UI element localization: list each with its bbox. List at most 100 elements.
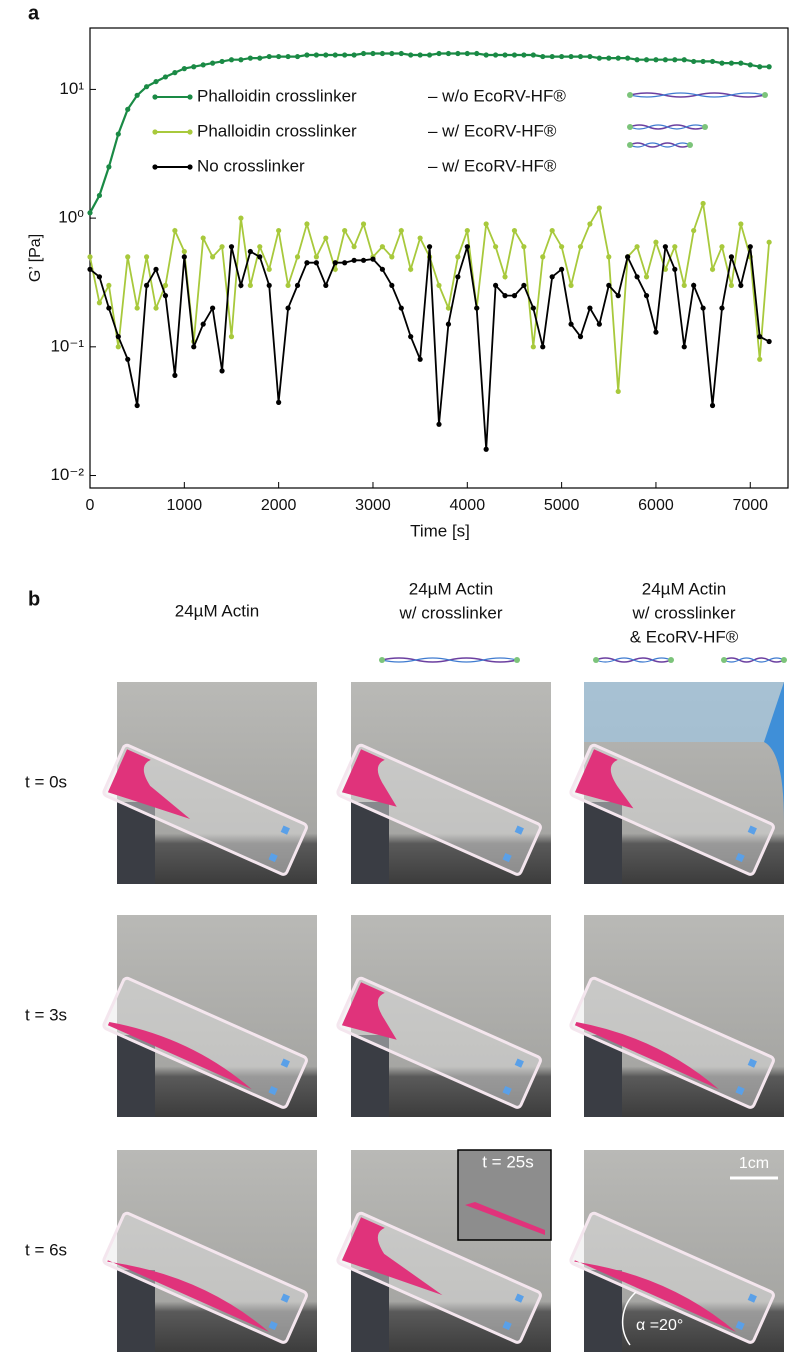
data-point bbox=[719, 244, 725, 250]
data-point bbox=[87, 254, 93, 260]
data-point bbox=[115, 334, 121, 340]
data-point bbox=[766, 239, 772, 245]
data-point bbox=[577, 53, 584, 60]
data-point bbox=[294, 282, 301, 289]
column-title: w/ crosslinker bbox=[632, 603, 736, 622]
data-point bbox=[426, 244, 433, 250]
data-point bbox=[681, 344, 687, 350]
data-point bbox=[719, 60, 725, 66]
data-point bbox=[615, 55, 621, 61]
photo bbox=[569, 682, 784, 884]
liquid bbox=[107, 1022, 252, 1090]
photo bbox=[569, 1150, 784, 1352]
data-point bbox=[625, 55, 631, 61]
data-point bbox=[257, 254, 263, 260]
data-point bbox=[257, 244, 263, 250]
dna-end bbox=[762, 92, 768, 98]
data-point bbox=[483, 221, 489, 227]
data-point bbox=[709, 58, 716, 65]
label-dot bbox=[502, 852, 512, 863]
data-point bbox=[351, 244, 357, 250]
legend-condition: – w/o EcoRV-HF® bbox=[428, 86, 566, 105]
dna-strand bbox=[381, 657, 518, 663]
dna-strand bbox=[629, 124, 706, 130]
data-point bbox=[323, 235, 329, 241]
data-point bbox=[662, 57, 668, 63]
data-point bbox=[738, 282, 744, 289]
data-point bbox=[200, 235, 206, 241]
data-point bbox=[294, 254, 301, 260]
data-point bbox=[210, 305, 216, 311]
column-title: & EcoRV-HF® bbox=[630, 627, 739, 646]
label-dot bbox=[268, 1085, 278, 1096]
dna-end bbox=[627, 92, 633, 98]
data-point bbox=[691, 282, 697, 289]
data-point bbox=[606, 55, 612, 61]
data-point bbox=[653, 57, 659, 63]
data-point bbox=[153, 266, 159, 272]
label-dot bbox=[280, 1058, 290, 1068]
data-point bbox=[549, 227, 555, 234]
data-point bbox=[87, 266, 93, 272]
data-point bbox=[728, 254, 735, 260]
label-dot bbox=[280, 825, 290, 835]
data-point bbox=[389, 254, 395, 260]
data-point bbox=[747, 62, 753, 68]
x-tick-label: 0 bbox=[86, 497, 95, 514]
cuvette-glass bbox=[569, 1211, 775, 1344]
data-point bbox=[445, 321, 452, 327]
dna-end bbox=[687, 142, 693, 148]
data-point bbox=[417, 235, 423, 241]
data-point bbox=[379, 244, 386, 250]
data-point bbox=[351, 52, 357, 58]
data-point bbox=[502, 274, 508, 280]
legend-condition: – w/ EcoRV-HF® bbox=[428, 156, 557, 175]
label-dot bbox=[514, 1058, 524, 1068]
data-point bbox=[96, 192, 103, 199]
data-point bbox=[210, 254, 216, 260]
data-point bbox=[276, 227, 282, 234]
data-point bbox=[634, 57, 640, 63]
legend-marker bbox=[152, 129, 158, 135]
data-point bbox=[228, 244, 235, 250]
data-point bbox=[266, 282, 272, 289]
series-line bbox=[89, 203, 770, 392]
data-point bbox=[342, 227, 348, 234]
data-point bbox=[568, 53, 574, 60]
data-point bbox=[360, 257, 367, 263]
data-point bbox=[342, 260, 348, 266]
data-point bbox=[96, 274, 103, 280]
data-point bbox=[172, 372, 178, 378]
dna-strand bbox=[595, 657, 672, 663]
data-point bbox=[285, 282, 291, 289]
data-point bbox=[266, 266, 272, 272]
data-point bbox=[370, 50, 376, 57]
glove-finger bbox=[764, 682, 784, 822]
legend-marker bbox=[187, 129, 193, 135]
dna-strand bbox=[629, 142, 691, 148]
data-point bbox=[285, 53, 291, 60]
cuvette-glass bbox=[336, 976, 542, 1109]
data-point bbox=[143, 254, 150, 260]
cuvette bbox=[336, 976, 542, 1109]
data-point bbox=[766, 64, 772, 70]
data-point bbox=[162, 282, 169, 289]
data-point bbox=[747, 244, 753, 250]
data-point bbox=[162, 74, 169, 80]
data-point bbox=[115, 131, 121, 137]
data-point bbox=[313, 254, 319, 260]
data-point bbox=[549, 53, 555, 60]
data-point bbox=[681, 57, 687, 63]
data-point bbox=[106, 305, 112, 311]
row-label: t = 0s bbox=[25, 772, 67, 791]
data-point bbox=[351, 257, 357, 263]
data-point bbox=[398, 227, 404, 234]
data-point bbox=[191, 344, 197, 350]
data-point bbox=[285, 305, 291, 311]
data-point bbox=[181, 254, 187, 260]
label-dot bbox=[735, 1320, 745, 1331]
data-point bbox=[408, 52, 414, 58]
data-point bbox=[200, 62, 206, 68]
data-point bbox=[596, 205, 602, 211]
dna-end bbox=[781, 657, 787, 663]
